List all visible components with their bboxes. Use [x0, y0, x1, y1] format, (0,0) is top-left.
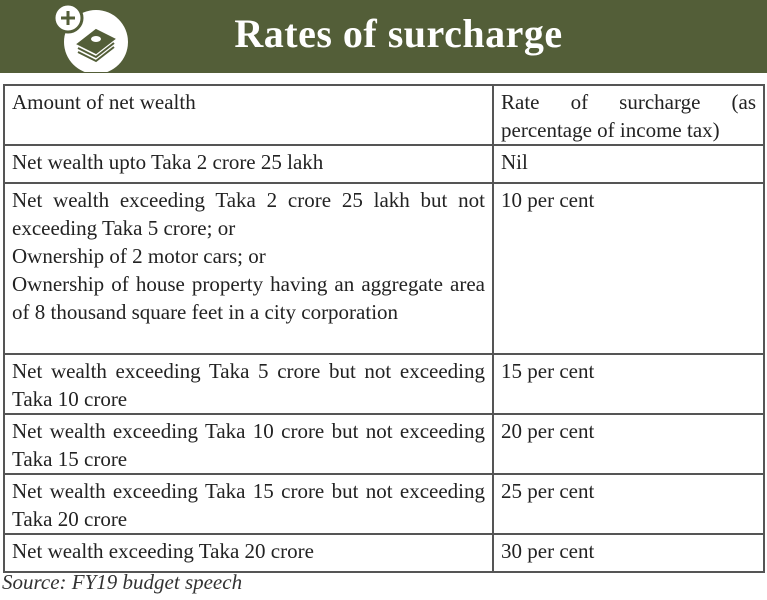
wealth-line: Net wealth exceeding Taka 2 crore 25 lak… — [12, 188, 485, 240]
column-header: Amount of net wealth — [3, 84, 494, 146]
rate-cell: 15 per cent — [492, 353, 765, 415]
rate-cell: 30 per cent — [492, 533, 765, 573]
wealth-cell: Net wealth exceeding Taka 5 crore but no… — [3, 353, 494, 415]
table-row: Net wealth exceeding Taka 10 crore but n… — [3, 413, 765, 475]
wealth-cell: Net wealth exceeding Taka 20 crore — [3, 533, 494, 573]
money-plus-icon — [52, 2, 128, 72]
rate-cell: Nil — [492, 144, 765, 184]
wealth-cell: Net wealth upto Taka 2 crore 25 lakh — [3, 144, 494, 184]
rate-cell: 10 per cent — [492, 182, 765, 355]
table-row: Net wealth upto Taka 2 crore 25 lakh Nil — [3, 144, 765, 184]
rate-cell: 25 per cent — [492, 473, 765, 535]
wealth-line: Ownership of house property having an ag… — [12, 272, 485, 324]
wealth-cell: Net wealth exceeding Taka 15 crore but n… — [3, 473, 494, 535]
wealth-cell: Net wealth exceeding Taka 10 crore but n… — [3, 413, 494, 475]
wealth-cell: Net wealth exceeding Taka 2 crore 25 lak… — [3, 182, 494, 355]
title-banner: Rates of surcharge — [0, 0, 767, 73]
wealth-line: Ownership of 2 motor cars; or — [12, 244, 266, 268]
surcharge-table: Amount of net wealth Rate of surcharge (… — [3, 84, 765, 573]
rate-cell: 20 per cent — [492, 413, 765, 475]
table-row: Net wealth exceeding Taka 2 crore 25 lak… — [3, 182, 765, 355]
page-title: Rates of surcharge — [234, 11, 563, 56]
column-header: Rate of surcharge (as percentage of inco… — [492, 84, 765, 146]
table-row: Net wealth exceeding Taka 5 crore but no… — [3, 353, 765, 415]
table-header-row: Amount of net wealth Rate of surcharge (… — [3, 84, 765, 146]
source-note: Source: FY19 budget speech — [2, 570, 243, 594]
table-row: Net wealth exceeding Taka 15 crore but n… — [3, 473, 765, 535]
table-row: Net wealth exceeding Taka 20 crore 30 pe… — [3, 533, 765, 573]
